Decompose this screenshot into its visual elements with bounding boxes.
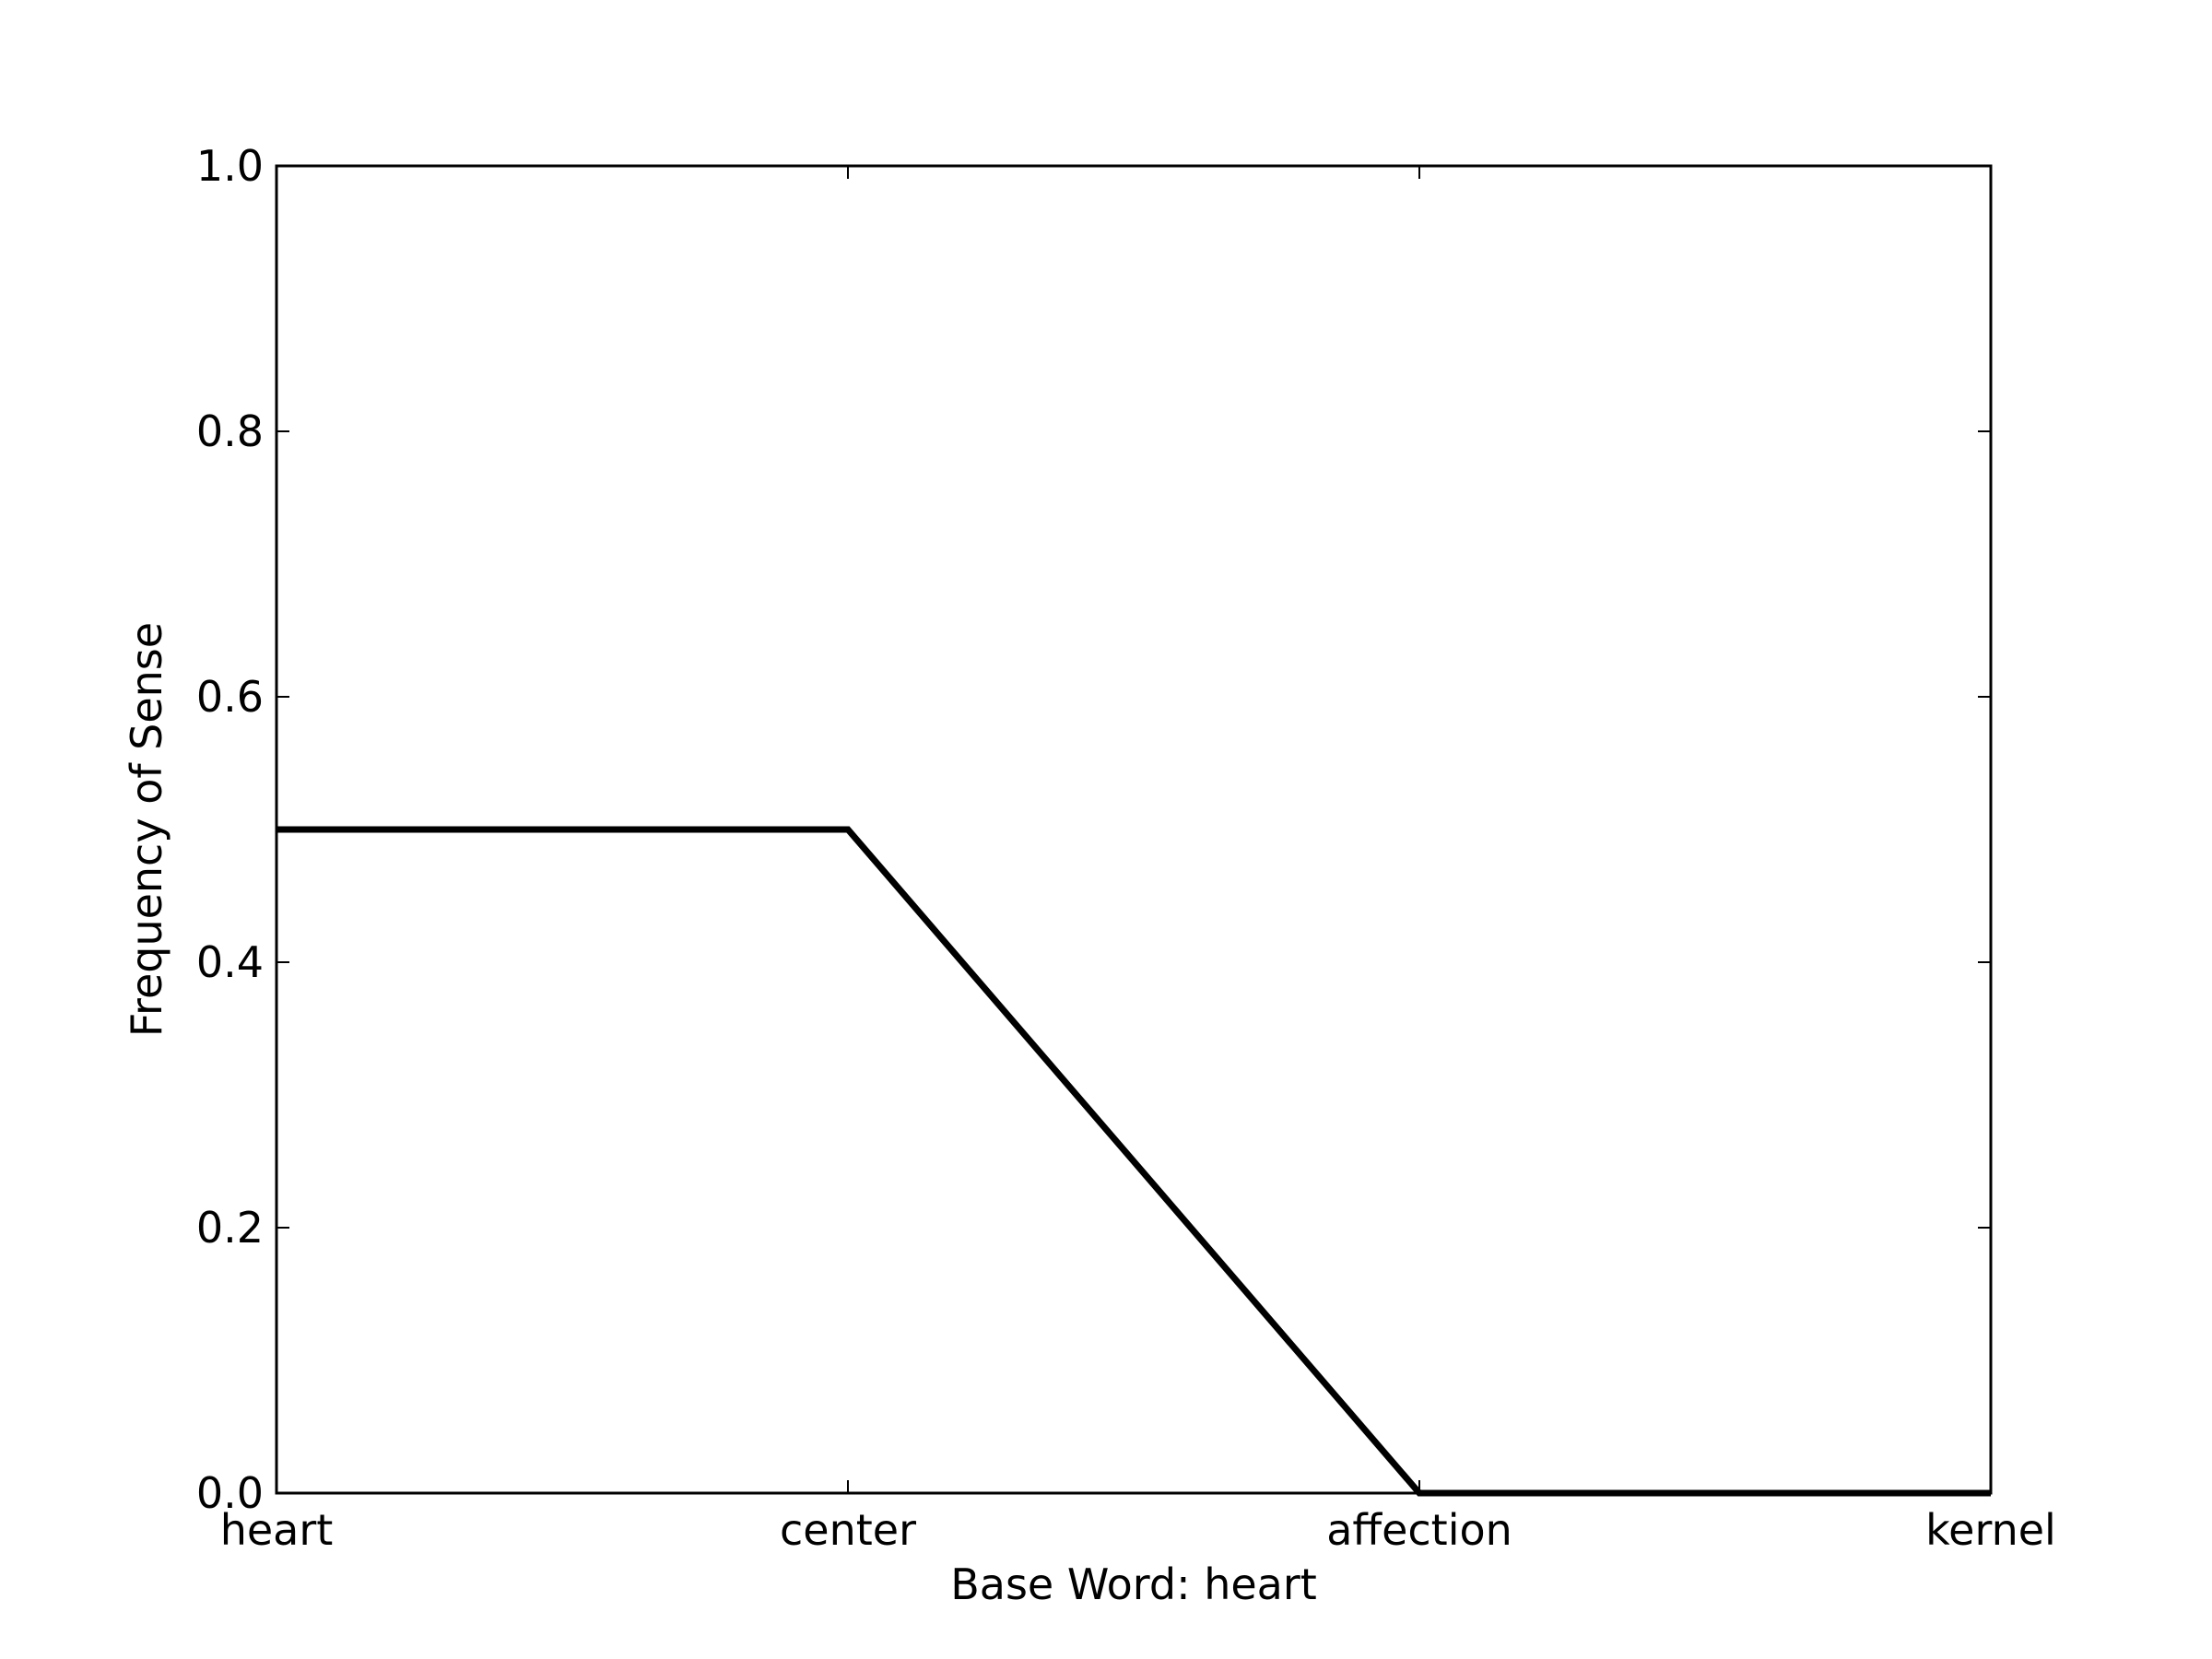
x-tick-label: affection — [1326, 1505, 1512, 1555]
y-tick-label: 0.0 — [196, 1468, 264, 1518]
y-tick-label: 0.8 — [196, 406, 264, 456]
plot-area-frame — [275, 164, 1993, 1495]
x-axis-ticks: heart center affection kernel — [220, 166, 2056, 1555]
x-tick-label: kernel — [1925, 1505, 2056, 1555]
y-tick-label: 0.2 — [196, 1203, 264, 1253]
y-axis-label: Frequency of Sense — [122, 622, 171, 1037]
x-tick-label: heart — [220, 1505, 334, 1555]
y-axis-ticks: 0.0 0.2 0.4 0.6 0.8 1.0 — [196, 141, 1991, 1518]
x-axis-label: Base Word: heart — [950, 1559, 1317, 1609]
y-tick-label: 0.6 — [196, 672, 264, 722]
y-tick-label: 1.0 — [196, 141, 264, 191]
x-tick-label: center — [780, 1505, 916, 1555]
y-tick-label: 0.4 — [196, 937, 264, 987]
